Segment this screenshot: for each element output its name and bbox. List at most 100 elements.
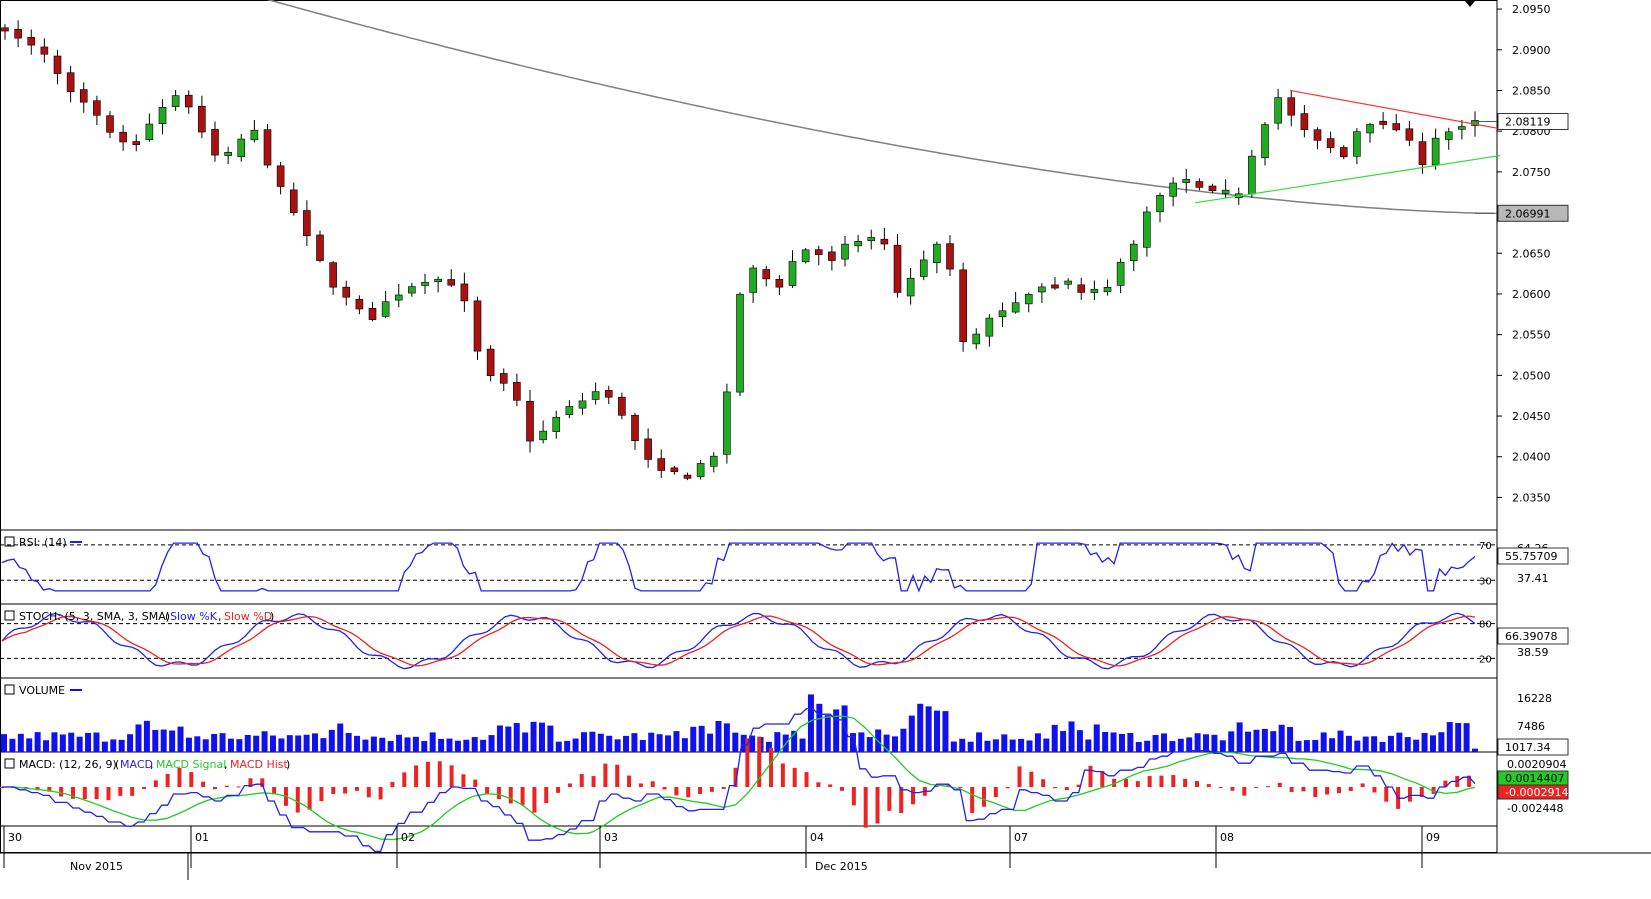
bearish-candle <box>1287 97 1296 116</box>
macd-hist-bar <box>982 787 986 807</box>
volume-bar <box>1034 733 1041 752</box>
macd-value-3: -0.0002914 <box>1505 786 1568 799</box>
volume-bar <box>791 730 798 752</box>
bearish-candle <box>631 414 639 441</box>
macd-legend-label: MACD: (12, 26, 9) <box>19 758 117 771</box>
bearish-candle <box>1195 181 1204 188</box>
macd-hist-bar <box>579 774 584 787</box>
macd-hist-bar <box>1467 775 1472 787</box>
volume-bar <box>396 734 403 752</box>
macd-hist-bar <box>106 787 111 801</box>
macd-hist-bar <box>733 767 738 787</box>
volume-bar <box>1152 734 1159 752</box>
macd-hist-bar <box>1348 787 1353 791</box>
volume-bar <box>723 723 730 752</box>
bearish-candle <box>880 238 889 245</box>
day-label: 30 <box>8 831 22 844</box>
volume-bar <box>1043 738 1050 752</box>
bearish-candle <box>1051 284 1059 289</box>
macd-hist-bar <box>1194 781 1199 787</box>
volume-bar <box>1228 731 1235 752</box>
volume-bar <box>908 715 915 752</box>
macd-legend-signal: MACD Signal <box>156 758 226 771</box>
volume-bar <box>866 737 873 752</box>
volume-bar <box>34 732 41 752</box>
bullish-candle <box>854 241 862 247</box>
macd-hist-bar <box>461 774 466 787</box>
macd-hist-bar <box>177 767 182 787</box>
volume-bar <box>1320 732 1327 752</box>
rsi-level-label-30: 30 <box>1479 576 1492 587</box>
macd-hist-bar <box>662 787 667 790</box>
volume-bar <box>312 733 319 752</box>
stoch-comma: , <box>218 610 222 623</box>
volume-bar <box>328 729 335 752</box>
macd-hist-bar <box>958 787 963 788</box>
macd-hist-bar <box>1206 784 1211 787</box>
bullish-candle <box>919 259 928 277</box>
macd-hist-bar <box>366 787 371 798</box>
bullish-candle <box>224 152 232 156</box>
volume-bar <box>471 737 478 752</box>
volume-bar <box>824 715 831 752</box>
macd-hist-bar <box>1029 771 1034 787</box>
macd-hist-bar <box>840 787 845 791</box>
volume-bar <box>227 738 234 752</box>
bearish-candle <box>368 308 377 320</box>
bearish-candle <box>618 396 626 416</box>
bullish-candle <box>1274 97 1282 124</box>
volume-bar <box>26 738 33 752</box>
macd-line <box>2 707 1476 853</box>
macd-hist-bar <box>780 763 785 787</box>
bullish-candle <box>1129 243 1138 262</box>
volume-bar <box>1177 738 1184 752</box>
bullish-candle <box>539 430 547 441</box>
bullish-candle <box>1116 261 1125 286</box>
volume-bar <box>17 733 24 752</box>
macd-hist-bar <box>1100 771 1105 787</box>
bearish-candle <box>1405 128 1414 141</box>
volume-bar <box>1236 722 1243 752</box>
stoch-level-label-20: 20 <box>1479 654 1492 665</box>
macd-hist-bar <box>508 787 513 804</box>
bullish-candle <box>237 138 246 158</box>
macd-hist-bar <box>674 787 679 796</box>
macd-hist-bar <box>1336 787 1341 794</box>
rsi-value-label: 55.75709 <box>1505 550 1558 563</box>
volume-bar <box>1169 741 1176 752</box>
bearish-candle <box>1379 120 1387 125</box>
bullish-candle <box>1064 280 1072 285</box>
day-label: 02 <box>401 831 415 844</box>
macd-hist-bar <box>1159 775 1164 787</box>
volume-bar <box>236 739 243 752</box>
macd-hist-bar <box>165 774 170 787</box>
macd-comma1: , <box>150 758 154 771</box>
rsi-level-label-70: 70 <box>1479 541 1492 552</box>
macd-value-2: 0.0014407 <box>1505 772 1565 785</box>
macd-hist-bar <box>863 787 868 828</box>
macd-hist-bar <box>816 782 821 787</box>
macd-paren-close: ) <box>286 758 290 771</box>
bullish-candle <box>723 391 731 455</box>
macd-hist-bar <box>1135 781 1140 787</box>
volume-bar <box>379 737 386 752</box>
macd-hist-bar <box>1384 787 1389 802</box>
bearish-candle <box>1313 129 1322 141</box>
macd-hist-bar <box>295 787 300 813</box>
bullish-candle <box>1261 124 1269 159</box>
macd-hist-bar <box>260 778 265 787</box>
macd-hist-bar <box>875 787 880 824</box>
volume-bar <box>538 722 545 752</box>
rsi-collapse-icon <box>4 536 15 547</box>
volume-bar <box>185 737 192 752</box>
volume-bar <box>976 732 983 752</box>
volume-bar <box>1127 732 1134 752</box>
bullish-candle <box>381 301 390 317</box>
resistance-trendline <box>1289 89 1501 130</box>
macd-value-1: 0.0020904 <box>1507 758 1567 771</box>
stoch-paren-close: ) <box>270 610 274 623</box>
moving-average-line <box>266 0 1495 215</box>
volume-bar <box>387 741 394 752</box>
bearish-candle <box>184 94 193 108</box>
